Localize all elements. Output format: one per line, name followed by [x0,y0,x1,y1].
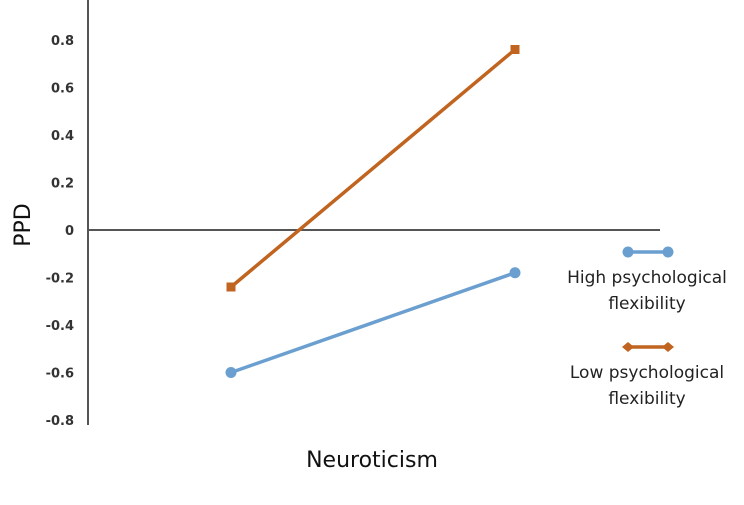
series-point-1 [509,267,521,279]
legend-label: flexibility [608,294,685,314]
y-tick-label: 0.4 [51,129,74,144]
legend-marker [622,342,634,352]
series-point-2 [226,282,236,292]
y-tick-label: 0 [65,224,74,239]
x-axis-label: Neuroticism [306,448,438,473]
legend: High psychological flexibility Low psychol… [567,246,727,409]
legend-label: Low psychological [570,363,724,383]
y-tick-label: 0.8 [51,34,74,49]
series-line-1 [230,271,516,375]
y-tick-labels: 0.8 0.6 0.4 0.2 0 -0.2 -0.4 -0.6 -0.8 [46,34,74,429]
legend-label: High psychological [567,268,727,288]
series-line-2 [229,48,517,289]
y-tick-label: -0.6 [46,367,74,382]
y-tick-label: -0.2 [46,272,74,287]
series-point-1 [225,367,237,378]
legend-marker [662,246,674,258]
y-tick-label: -0.4 [46,319,74,334]
legend-marker [622,246,634,258]
legend-marker [662,342,674,352]
series-layer [225,45,521,378]
legend-label: flexibility [608,389,685,409]
y-tick-label: 0.2 [51,177,74,192]
y-tick-label: 0.6 [51,82,74,97]
y-tick-label: -0.8 [46,414,74,429]
series-point-2 [510,45,520,54]
y-axis-label: PPD [11,203,36,246]
